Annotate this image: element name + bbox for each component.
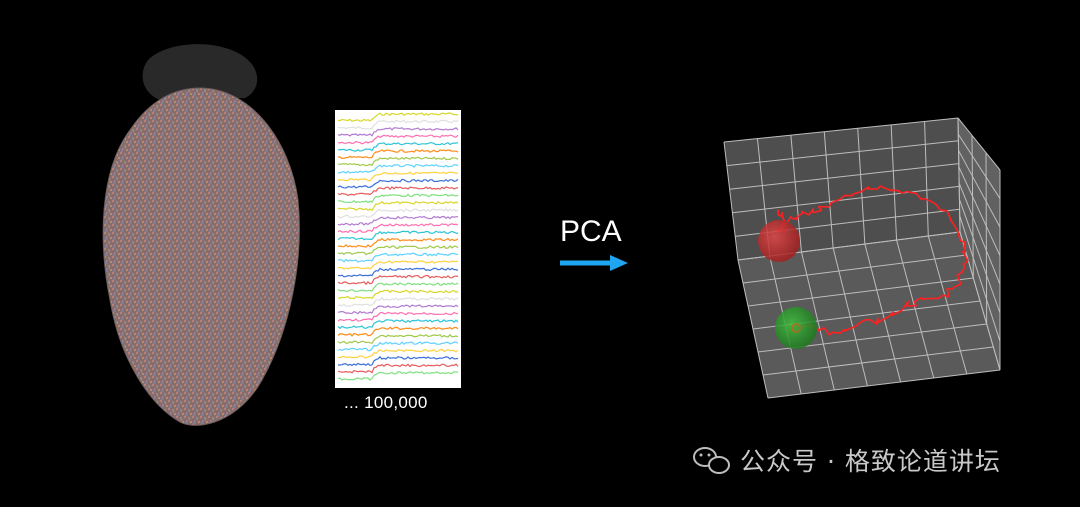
end-state-marker — [758, 220, 800, 262]
gridline — [723, 117, 959, 143]
calcium-trace — [337, 119, 459, 130]
gridline — [729, 163, 959, 190]
gridline — [957, 134, 1001, 199]
gridline — [985, 152, 988, 325]
gridline — [742, 254, 967, 284]
gridline — [957, 117, 1001, 171]
gridline — [823, 131, 834, 249]
calcium-trace — [337, 289, 459, 300]
calcium-trace — [337, 215, 459, 226]
pca-arrow — [560, 255, 628, 271]
gridline — [762, 346, 994, 376]
watermark: 公众号 · 格致论道讲坛 — [740, 443, 1001, 477]
gridline — [723, 141, 739, 261]
gridline — [959, 231, 1001, 371]
gridline — [726, 140, 959, 167]
calcium-trace — [337, 260, 459, 270]
calcium-trace — [338, 200, 459, 212]
gridline — [971, 135, 974, 279]
gridline — [767, 369, 1001, 399]
brain-image — [102, 44, 300, 426]
gridline — [747, 277, 974, 307]
calcium-trace — [337, 282, 459, 293]
calcium-trace — [337, 319, 459, 330]
gridline — [857, 128, 866, 245]
calcium-trace — [337, 267, 459, 278]
plot-side-wall — [958, 118, 1000, 370]
gridline — [890, 124, 898, 241]
calcium-trace — [337, 252, 459, 263]
gridline — [732, 185, 960, 214]
calcium-trace — [337, 223, 459, 234]
calcium-trace — [337, 363, 459, 374]
calcium-trace — [338, 356, 459, 367]
gridline — [958, 182, 1001, 285]
watermark-text: 公众号 · 格致论道讲坛 — [740, 447, 1001, 476]
gridline — [958, 199, 1001, 314]
calcium-trace — [337, 112, 459, 122]
calcium-trace — [337, 311, 459, 322]
wechat-icon — [693, 447, 730, 474]
calcium-trace — [337, 274, 459, 286]
calcium-trace — [337, 304, 459, 315]
calcium-trace — [337, 296, 459, 307]
start-state-marker — [775, 307, 817, 349]
calcium-trace — [337, 208, 459, 219]
gridline — [790, 135, 802, 253]
calcium-trace — [337, 134, 459, 145]
neuron-count-label: ... 100,000 — [344, 393, 428, 412]
calcium-trace — [337, 348, 459, 359]
calcium-trace — [337, 326, 459, 337]
calcium-trace — [337, 142, 459, 152]
trajectory-line — [776, 185, 969, 336]
calcium-trace — [337, 333, 459, 344]
calcium-trace — [337, 230, 459, 241]
calcium-trace — [337, 178, 459, 189]
calcium-trace — [337, 164, 459, 174]
calcium-trace — [337, 237, 459, 248]
gridline — [924, 121, 929, 237]
gridline — [958, 166, 1001, 256]
pca-label: PCA — [560, 215, 622, 248]
gridline — [959, 215, 1001, 342]
calcium-traces-panel — [335, 110, 461, 388]
trajectory-plot — [723, 117, 1001, 399]
calcium-trace — [337, 371, 459, 381]
calcium-trace — [337, 186, 459, 196]
calcium-trace — [337, 156, 459, 167]
gridline — [958, 150, 1001, 228]
calcium-trace — [337, 171, 459, 182]
calcium-trace — [338, 149, 459, 160]
calcium-trace — [337, 245, 459, 256]
calcium-trace — [337, 193, 459, 204]
calcium-trace — [337, 127, 459, 137]
calcium-trace — [337, 341, 459, 352]
gridline — [957, 117, 961, 233]
